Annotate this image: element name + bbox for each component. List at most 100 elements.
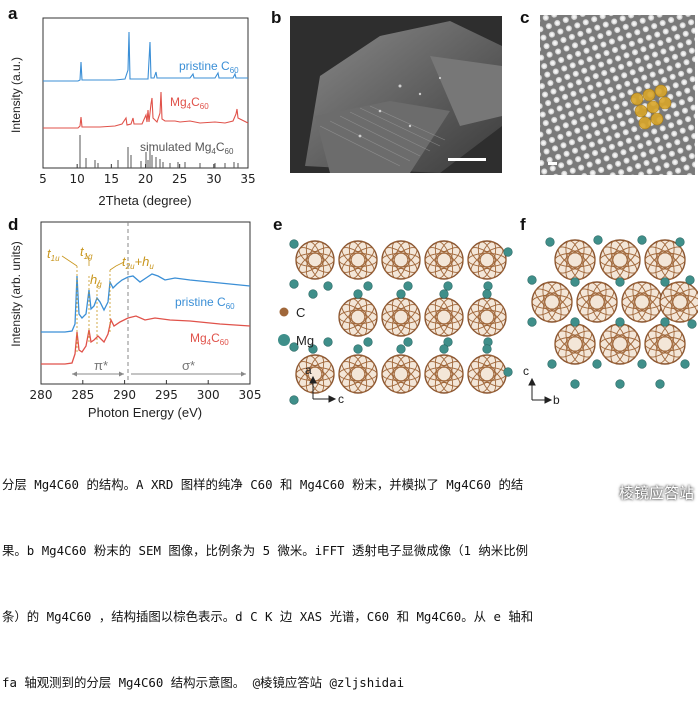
c60-molecule (621, 281, 663, 323)
legend-mg-dot (278, 334, 290, 346)
xrd-xtick-label: 15 (104, 172, 119, 186)
axis-e-c-label: c (338, 392, 344, 406)
xas-xtick-label: 295 (155, 388, 178, 402)
mg-atom (289, 239, 299, 249)
xas-pi-label: π* (94, 358, 108, 373)
xrd-xlabel: 2Theta (degree) (98, 193, 191, 208)
c60-molecule (644, 323, 686, 365)
mg-atom (482, 344, 492, 354)
c60-molecule (295, 240, 335, 280)
mg-atom (443, 281, 453, 291)
xas-xtick-label: 300 (197, 388, 220, 402)
panel-f-letter: f (520, 215, 526, 234)
xas-xlabel: Photon Energy (eV) (88, 405, 202, 420)
xas-ylabel: Intensity (arb. units) (9, 241, 23, 346)
axis-f-b-label: b (553, 393, 560, 407)
mg-atom (482, 289, 492, 299)
tem-structure-inset (630, 84, 672, 130)
xrd-xticks: 5 10 15 20 25 30 35 (39, 164, 256, 186)
axis-f-c-label: c (523, 364, 529, 378)
mg-atom (323, 281, 333, 291)
xas-chart: Intensity (arb. units) 280 285 290 295 300 30… (9, 221, 262, 420)
legend-carbon-dot (279, 307, 289, 317)
mg-atom (660, 277, 670, 287)
xrd-simulated-label: simulated Mg4C60 (140, 140, 234, 156)
panel-a-letter: a (8, 4, 18, 23)
xas-xtick-label: 305 (239, 388, 262, 402)
mg-atom (547, 359, 557, 369)
mg-atom (503, 367, 513, 377)
c60-molecule (381, 354, 421, 394)
figure-caption: 分层 Mg4C60 的结构。A XRD 图样的纯净 C60 和 Mg4C60 粉… (2, 430, 698, 716)
mg-atom (593, 235, 603, 245)
panel-c-letter: c (520, 8, 530, 27)
mg-atom (289, 279, 299, 289)
mg-atom (637, 235, 647, 245)
xas-label-hg: hg (90, 272, 102, 289)
mg-atom (353, 344, 363, 354)
xas-label-t1u: t1u (47, 246, 60, 263)
mg-atom (363, 281, 373, 291)
xas-xtick-label: 290 (113, 388, 136, 402)
mg-atom (655, 379, 665, 389)
xas-label-t1g: t1g (80, 244, 93, 261)
xrd-pristine-trace (43, 31, 248, 82)
mg-atom (396, 289, 406, 299)
xas-pristine-label: pristine C60 (175, 295, 235, 311)
xrd-xtick-label: 20 (138, 172, 153, 186)
mg-atom (353, 289, 363, 299)
mg-atom (308, 289, 318, 299)
xrd-ylabel: Intensity (a.u.) (9, 57, 23, 133)
caption-line-2: 果。b Mg4C60 粉末的 SEM 图像，比例条为 5 微米。iFFT 透射电… (2, 543, 528, 558)
mg-atom (363, 337, 373, 347)
c60-molecule (531, 281, 573, 323)
mg-atom (685, 275, 695, 285)
mg-atom (527, 275, 537, 285)
mg-atom (483, 281, 493, 291)
xrd-pristine-label: pristine C60 (179, 59, 239, 75)
mg-atom (308, 344, 318, 354)
mg-atom (637, 359, 647, 369)
c60-molecule (295, 354, 335, 394)
c60-molecule (576, 281, 618, 323)
c60-molecule (644, 239, 686, 281)
mg-atom (396, 344, 406, 354)
c60-molecule (381, 240, 421, 280)
tem-image (540, 15, 695, 175)
panel-e-letter: e (273, 215, 283, 234)
mg-atom (403, 281, 413, 291)
mg-atom (675, 237, 685, 247)
mg-atom (439, 344, 449, 354)
mg-atom (660, 317, 670, 327)
c60-molecule (554, 239, 596, 281)
legend-mg-label: Mg (296, 333, 314, 348)
mg-atom (680, 359, 690, 369)
c60-molecule (338, 354, 378, 394)
caption-line-1: 分层 Mg4C60 的结构。A XRD 图样的纯净 C60 和 Mg4C60 粉… (2, 477, 524, 492)
mg-atom (403, 337, 413, 347)
xrd-simulated-sticks (79, 135, 239, 168)
structure-e: C Mg a c (278, 239, 513, 406)
xas-label-t2u-hu: t2u+hu (122, 254, 154, 271)
c60-molecule (424, 297, 464, 337)
mg-atom (570, 277, 580, 287)
mg-atom (592, 359, 602, 369)
mg-atom (443, 337, 453, 347)
c60-molecule (338, 240, 378, 280)
xas-xticks: 280 285 290 295 300 305 (30, 380, 262, 402)
xrd-xtick-label: 35 (240, 172, 255, 186)
c60-molecule (554, 323, 596, 365)
caption-line-4: fa 轴观测到的分层 Mg4C60 结构示意图。 @棱镜应答站 @zljshid… (2, 675, 405, 690)
c60-molecule (338, 297, 378, 337)
xrd-xtick-label: 25 (172, 172, 187, 186)
sem-image (290, 16, 502, 173)
xrd-xtick-label: 30 (206, 172, 221, 186)
xas-xtick-label: 280 (30, 388, 53, 402)
mg-atom (570, 317, 580, 327)
mg-atom (570, 379, 580, 389)
xrd-mg4c60-label: Mg4C60 (170, 95, 209, 111)
c60-molecule (467, 354, 507, 394)
xrd-xtick-label: 5 (39, 172, 47, 186)
axis-e-a-label: a (305, 363, 312, 377)
c60-molecule (467, 297, 507, 337)
